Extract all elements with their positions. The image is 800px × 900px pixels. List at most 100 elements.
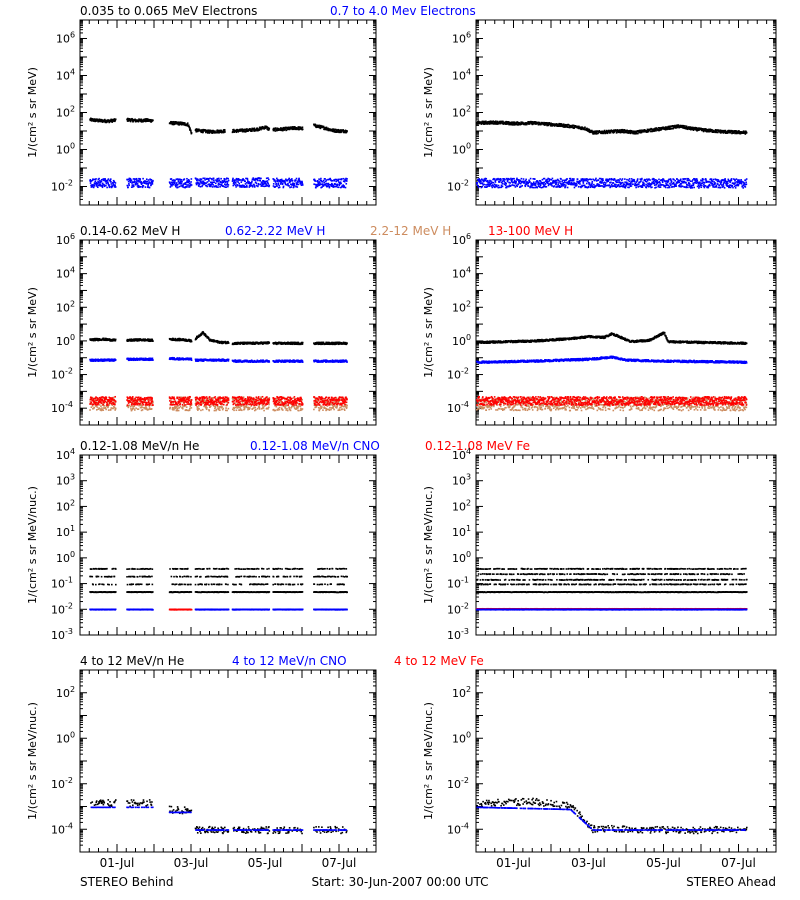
data-point [104, 178, 106, 180]
data-point [273, 179, 276, 181]
data-point [148, 405, 151, 407]
data-point [245, 177, 247, 180]
data-point [532, 186, 535, 189]
data-point [709, 184, 711, 187]
data-point [566, 186, 569, 189]
data-point [648, 129, 651, 132]
data-point [623, 129, 626, 131]
data-point [551, 125, 553, 127]
data-point [140, 183, 143, 186]
data-point [708, 180, 710, 183]
data-point [663, 126, 665, 129]
data-point [226, 182, 229, 185]
data-point [667, 186, 669, 189]
data-point [320, 183, 323, 186]
data-point [274, 130, 277, 132]
data-point [568, 181, 571, 183]
data-point [333, 179, 335, 181]
data-point [703, 183, 705, 186]
data-point [492, 184, 494, 186]
data-point [296, 186, 299, 188]
data-point [138, 400, 141, 403]
data-point [606, 132, 609, 135]
data-point [608, 129, 610, 132]
data-point [561, 180, 563, 183]
data-point [224, 397, 227, 400]
data-point [617, 130, 620, 132]
data-point [184, 183, 186, 185]
data-point [722, 183, 725, 186]
data-point [275, 182, 278, 185]
data-point [179, 181, 182, 184]
data-point [322, 179, 325, 182]
data-point [97, 184, 100, 187]
data-point [141, 182, 143, 184]
data-point [319, 183, 322, 185]
data-point [346, 130, 348, 133]
data-point [504, 181, 507, 184]
data-point [667, 180, 670, 183]
data-point [130, 408, 132, 410]
data-point [679, 126, 682, 128]
data-point [629, 130, 631, 133]
data-point [190, 184, 193, 186]
data-point [323, 181, 326, 184]
data-point [674, 179, 677, 182]
data-point [587, 185, 590, 188]
data-point [169, 121, 172, 124]
data-point [476, 182, 479, 184]
data-point [217, 131, 219, 134]
data-point [617, 181, 619, 183]
data-point [586, 128, 589, 131]
data-point [186, 184, 189, 186]
data-point [476, 121, 478, 124]
data-point [501, 180, 504, 183]
data-point [550, 122, 552, 125]
data-point [331, 179, 334, 182]
data-point [325, 179, 328, 181]
data-point [567, 180, 570, 183]
data-point [276, 177, 278, 180]
data-point [618, 179, 620, 182]
data-point [107, 406, 109, 409]
data-point [688, 181, 690, 184]
data-point [618, 181, 621, 184]
data-point [485, 178, 488, 180]
data-point [132, 185, 135, 188]
data-point [146, 409, 149, 411]
data-point [240, 405, 243, 408]
data-point [231, 178, 234, 181]
data-point [477, 123, 480, 125]
data-point [566, 178, 568, 180]
data-point [102, 397, 104, 399]
data-point [182, 405, 185, 407]
data-point [262, 179, 265, 182]
data-point [670, 181, 673, 183]
data-point [151, 399, 153, 401]
data-point [127, 178, 130, 181]
data-point [90, 402, 93, 405]
data-point [185, 183, 187, 186]
data-point [500, 181, 503, 184]
data-point [542, 182, 544, 184]
data-point [113, 184, 115, 186]
data-point [560, 178, 562, 180]
data-point [553, 185, 556, 187]
data-point [555, 179, 558, 182]
data-point [336, 184, 339, 187]
data-point [490, 182, 493, 185]
data-point [507, 121, 510, 123]
data-point [252, 402, 255, 405]
data-point [654, 180, 657, 183]
data-point [295, 177, 298, 180]
data-point [131, 407, 134, 410]
data-point [585, 179, 588, 182]
data-point [499, 181, 501, 183]
y-tick-label: 10-2 [51, 179, 73, 194]
data-point [289, 186, 291, 189]
data-point [110, 181, 112, 183]
data-point [483, 183, 485, 186]
data-point [222, 181, 225, 184]
data-point [296, 182, 298, 185]
data-point [698, 187, 700, 189]
